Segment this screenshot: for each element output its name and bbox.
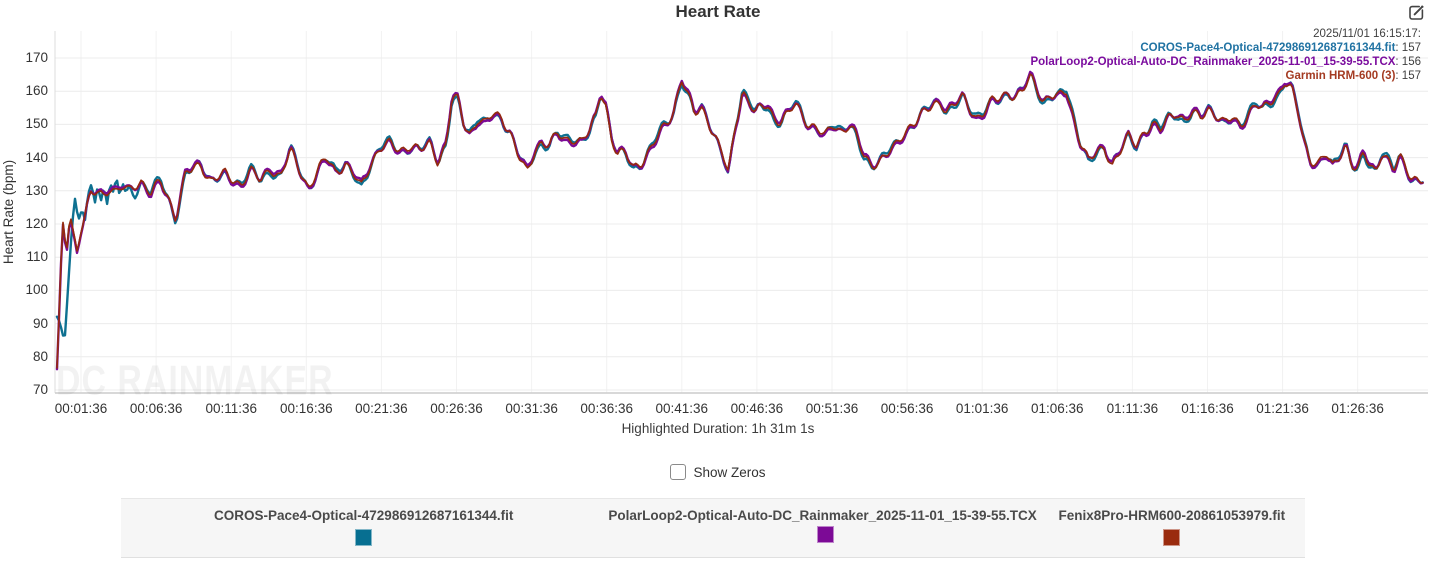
y-tick-label: 140 [25, 149, 48, 165]
y-tick-label: 70 [32, 382, 48, 397]
x-tick-label: 01:01:36 [955, 401, 1009, 416]
x-tick-label: 00:51:36 [805, 401, 859, 416]
y-tick-label: 150 [25, 116, 48, 132]
x-tick-label: 01:16:36 [1181, 401, 1234, 416]
show-zeros-row: Show Zeros [0, 464, 1436, 480]
highlighted-duration: Highlighted Duration: 1h 31m 1s [621, 421, 815, 436]
x-tick-label: 01:21:36 [1256, 401, 1309, 416]
legend-item-label: PolarLoop2-Optical-Auto-DC_Rainmaker_202… [608, 508, 1037, 523]
legend-item[interactable]: Fenix8Pro-HRM600-20861053979.fit [1039, 499, 1305, 546]
x-tick-label: 00:01:36 [54, 401, 108, 416]
legend-item[interactable]: PolarLoop2-Optical-Auto-DC_Rainmaker_202… [606, 499, 1038, 545]
legend-color-swatch [355, 528, 373, 546]
x-tick-label: 00:21:36 [355, 401, 408, 416]
x-tick-label: 00:06:36 [129, 401, 183, 416]
edit-icon [1408, 5, 1424, 20]
y-tick-label: 100 [25, 282, 48, 298]
show-zeros-checkbox[interactable] [670, 464, 687, 480]
x-tick-label: 00:41:36 [655, 401, 709, 416]
x-tick-label: 00:46:36 [730, 401, 784, 416]
x-tick-label: 00:26:36 [430, 401, 483, 416]
page-title: Heart Rate [675, 2, 761, 21]
x-tick-label: 00:31:36 [505, 401, 558, 416]
y-tick-label: 110 [26, 249, 48, 265]
hr-series-line [56, 73, 1424, 369]
x-tick-label: 00:56:36 [880, 401, 934, 416]
legend-item[interactable]: COROS-Pace4-Optical-472986912687161344.f… [121, 499, 606, 546]
y-tick-label: 130 [25, 182, 48, 198]
show-zeros-label[interactable]: Show Zeros [693, 464, 766, 480]
legend-color-swatch [1163, 528, 1181, 546]
x-tick-label: 01:06:36 [1030, 401, 1084, 416]
edit-chart-button[interactable] [1405, 3, 1427, 25]
legend-color-swatch [817, 525, 835, 543]
y-tick-label: 90 [32, 315, 48, 331]
y-tick-label: 170 [25, 50, 48, 65]
series-legend-bar: COROS-Pace4-Optical-472986912687161344.f… [121, 498, 1305, 558]
x-tick-label: 01:11:36 [1106, 401, 1159, 416]
x-tick-label: 00:11:36 [205, 401, 257, 416]
x-tick-label: 00:16:36 [280, 401, 333, 416]
legend-item-label: Fenix8Pro-HRM600-20861053979.fit [1058, 508, 1286, 523]
hr-chart-plot[interactable] [0, 0, 1436, 400]
legend-item-label: COROS-Pace4-Optical-472986912687161344.f… [214, 508, 514, 523]
y-tick-label: 160 [25, 83, 48, 99]
x-tick-label: 00:36:36 [580, 401, 633, 416]
x-tick-label: 01:26:36 [1331, 401, 1384, 416]
y-tick-label: 120 [25, 216, 48, 231]
y-tick-label: 80 [32, 348, 48, 364]
hr-series-line [55, 70, 1424, 371]
